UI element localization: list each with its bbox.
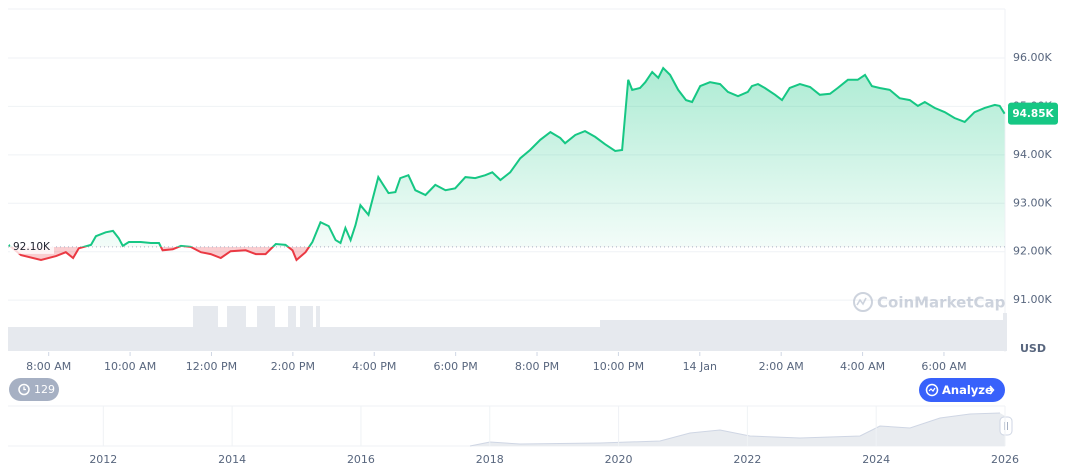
x-tick-label: 10:00 PM (593, 360, 644, 373)
x-tick-label: 4:00 PM (352, 360, 396, 373)
x-tick-label: 2:00 PM (271, 360, 315, 373)
analyze-text[interactable]: Analyze (942, 383, 993, 397)
y-tick-label: 93.00K (1013, 196, 1052, 209)
navigator-tick-label: 2018 (476, 453, 504, 466)
navigator-tick-label: 2026 (991, 453, 1019, 466)
x-tick-label: 12:00 PM (186, 360, 237, 373)
x-tick-label: 8:00 PM (515, 360, 559, 373)
analyze-button[interactable]: Analyze (919, 378, 1005, 402)
x-tick-label: 6:00 PM (433, 360, 477, 373)
y-tick-label: 92.00K (1013, 245, 1052, 258)
y-tick-label: 96.00K (1013, 51, 1052, 64)
x-tick-label: 4:00 AM (840, 360, 885, 373)
watermark: CoinMarketCap (853, 292, 1006, 312)
y-tick-label: 91.00K (1013, 293, 1052, 306)
history-badge[interactable]: 129 (9, 378, 59, 401)
current-price-label: 94.85K (1012, 108, 1054, 120)
x-tick-label: 6:00 AM (921, 360, 966, 373)
navigator-tick-label: 2016 (347, 453, 375, 466)
navigator-tick-label: 2022 (733, 453, 761, 466)
navigator-tick-label: 2020 (605, 453, 633, 466)
watermark-text: CoinMarketCap (877, 294, 1006, 312)
x-tick-label: 14 Jan (683, 360, 717, 373)
currency-label: USD (1020, 342, 1046, 355)
x-tick-label: 8:00 AM (26, 360, 71, 373)
baseline-label: 92.10K (13, 241, 51, 253)
area-above (8, 68, 1005, 247)
x-tick-label: 10:00 AM (104, 360, 156, 373)
navigator-tick-label: 2014 (218, 453, 246, 466)
volume (8, 306, 1007, 351)
navigator (8, 405, 1013, 447)
y-tick-label: 94.00K (1013, 148, 1052, 161)
baseline-label-bg (10, 238, 54, 254)
x-tick-label: 2:00 AM (759, 360, 804, 373)
price-line (8, 66, 1006, 247)
navigator-tick-label: 2012 (89, 453, 117, 466)
badge-text[interactable]: 129 (34, 383, 55, 396)
navigator-tick-label: 2024 (862, 453, 890, 466)
current-price-tag (1008, 102, 1058, 125)
